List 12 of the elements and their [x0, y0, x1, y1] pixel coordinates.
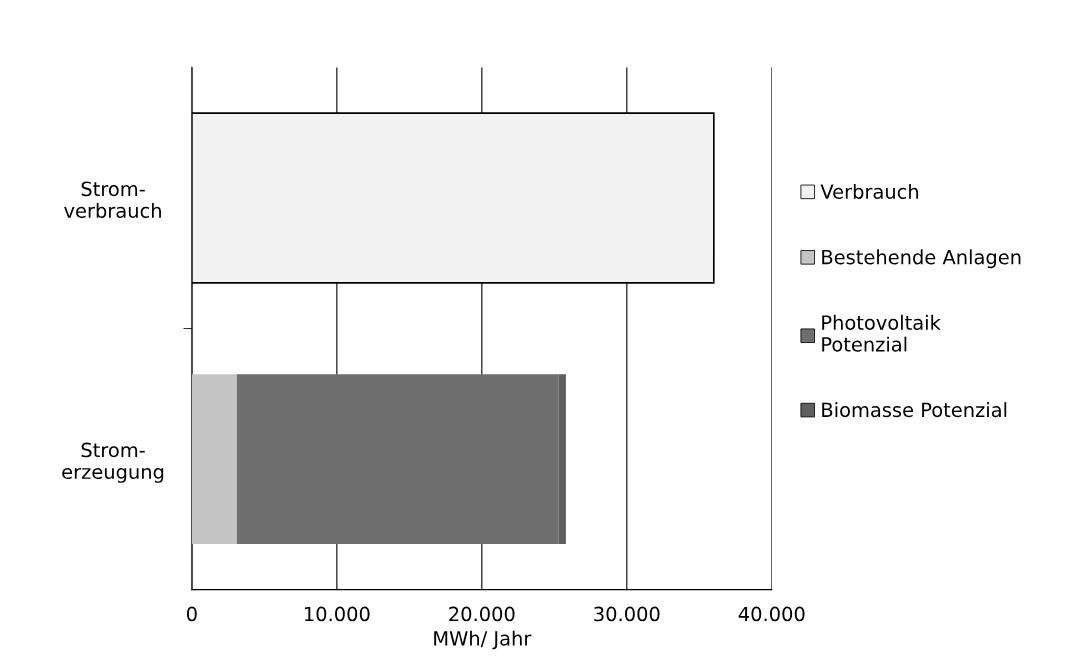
x-tick-label: 10.000 — [304, 606, 370, 622]
x-tick-label: 0 — [186, 606, 197, 622]
legend-label: Photovoltaik Potenzial — [822, 314, 941, 352]
y-tick-label: Strom- verbrauch — [64, 181, 161, 218]
y-tick-label: Strom- erzeugung — [62, 442, 164, 483]
x-tick-label: 20.000 — [449, 606, 515, 622]
x-axis-title: MWh/ Jahr — [434, 630, 532, 650]
legend-label: Verbrauch — [820, 183, 919, 199]
x-tick-label: 40.000 — [738, 606, 805, 622]
legend-label: Bestehende Anlagen — [822, 249, 1021, 269]
legend-label: Biomasse Potenzial — [822, 402, 1007, 418]
x-tick-label: 30.000 — [594, 606, 660, 622]
